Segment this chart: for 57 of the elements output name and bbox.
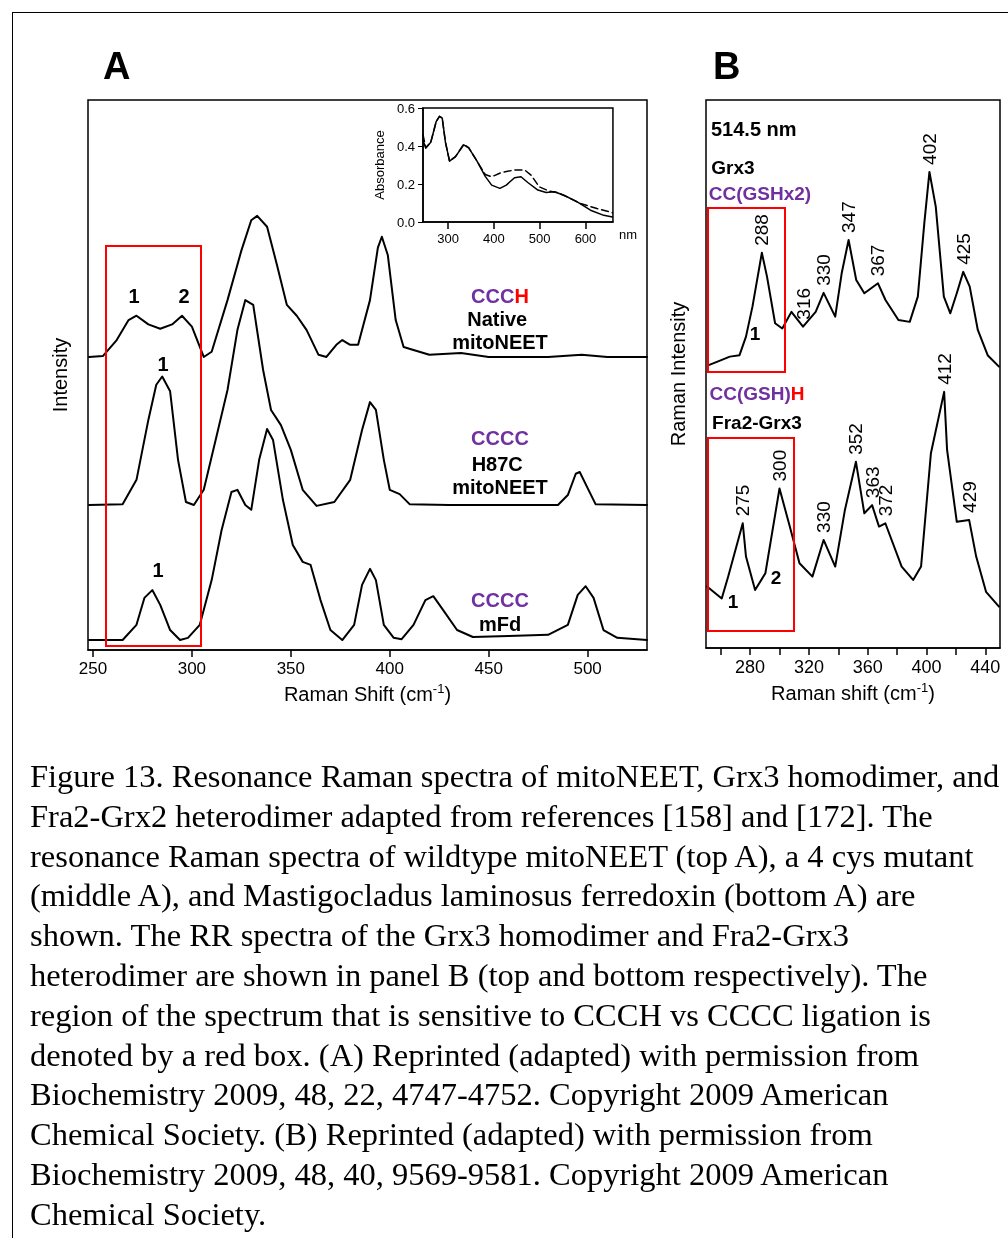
y-tick-label: 0.4 — [396, 138, 415, 154]
x-tick-label: 360 — [852, 657, 883, 677]
x-tick-label: 350 — [276, 659, 306, 678]
x-tick-label: 320 — [793, 657, 824, 677]
x-tick-label: 600 — [574, 231, 597, 246]
x-tick-label: 500 — [573, 659, 602, 678]
x-tick-label: 300 — [437, 231, 460, 246]
y-tick-label: 0.6 — [396, 100, 415, 116]
annotation: 367 — [867, 244, 889, 277]
text: Figure 13. Resonance Raman spectra of mitoNEET, Grx3 homodimer, and Fra2-Grx2 heterodimer adapted from references [158] and [172]. The resonance Raman spectra of wildtype mitoNEET (top A), a 4 cys mutant (middle A), and Mastigocladus laminosus ferredoxin (bottom A) are shown. The RR spectra of the Grx3 homodimer and Fra2-Grx3 heterodimer are shown in panel B (top and bottom respectively). The region of the spectrum that is sensitive to CCCH vs CCCC ligation is denoted by a red box. (A) Reprinted (adapted) with permission from Biochemistry 2009, 48, 22, 4747-4752. Copyright 2009 American Chemical Society. (B) Reprinted (adapted) with permission from Biochemistry 2009, 48, 40, 9569-9581. Copyright 2009 American Chemical Society. — [30, 758, 1000, 1232]
annotation: CC(GSHx2) — [708, 182, 812, 204]
y-axis-title: Intensity — [49, 337, 71, 413]
annotation: 1 — [157, 353, 169, 375]
annotation: CCCC — [471, 427, 529, 449]
y-tick-label: 0.2 — [396, 176, 415, 192]
annotation: 2 — [178, 285, 190, 307]
annotation: 2 — [770, 566, 782, 588]
x-tick-label: 250 — [78, 659, 108, 678]
x-tick-label: 450 — [474, 659, 503, 678]
annotation: 429 — [958, 481, 980, 513]
annotation: 352 — [845, 423, 867, 455]
annotation: 425 — [952, 233, 974, 265]
annotation: mFd — [478, 613, 522, 635]
x-tick-label: 400 — [375, 659, 404, 678]
annotation: 330 — [813, 254, 835, 286]
x-tick-label: 400 — [911, 657, 942, 677]
annotation: 1 — [727, 590, 739, 612]
chart-subtitle: 514.5 nm — [711, 118, 797, 140]
annotation: 347 — [838, 201, 860, 233]
annotation: 275 — [732, 484, 754, 517]
x-tick-label: 280 — [735, 657, 766, 677]
y-tick-label: 0.0 — [396, 214, 415, 230]
annotation: 412 — [933, 353, 955, 385]
annotation: 300 — [769, 449, 790, 482]
annotation: 402 — [918, 133, 940, 165]
annotation: 330 — [813, 501, 835, 533]
x-tick-label: 500 — [528, 231, 551, 246]
annotation: Fra2-Grx3 — [712, 411, 802, 433]
x-tick-label: 400 — [483, 231, 505, 246]
x-tick-label: 300 — [177, 659, 207, 678]
annotation: 316 — [792, 287, 814, 320]
y-axis-title: Raman Intensity — [667, 301, 689, 447]
annotation: CCCC — [471, 589, 529, 611]
annotation: Native mitoNEET — [452, 307, 548, 353]
annotation: 1 — [749, 322, 761, 344]
annotation: H87C mitoNEET — [452, 452, 548, 498]
annotation: 1 — [152, 559, 164, 581]
chart-title: B — [713, 45, 741, 87]
chart-title: A — [103, 45, 131, 87]
y-axis-title: Absorbance — [372, 130, 388, 200]
annotation: 1 — [128, 285, 140, 307]
x-tick-label: 440 — [970, 657, 1001, 677]
annotation: CC(GSH)H — [709, 382, 805, 404]
x-axis-title: nm — [618, 227, 637, 242]
annotation: Grx3 — [711, 156, 755, 178]
annotation: CCCH — [471, 285, 529, 307]
annotation: 288 — [751, 214, 773, 246]
